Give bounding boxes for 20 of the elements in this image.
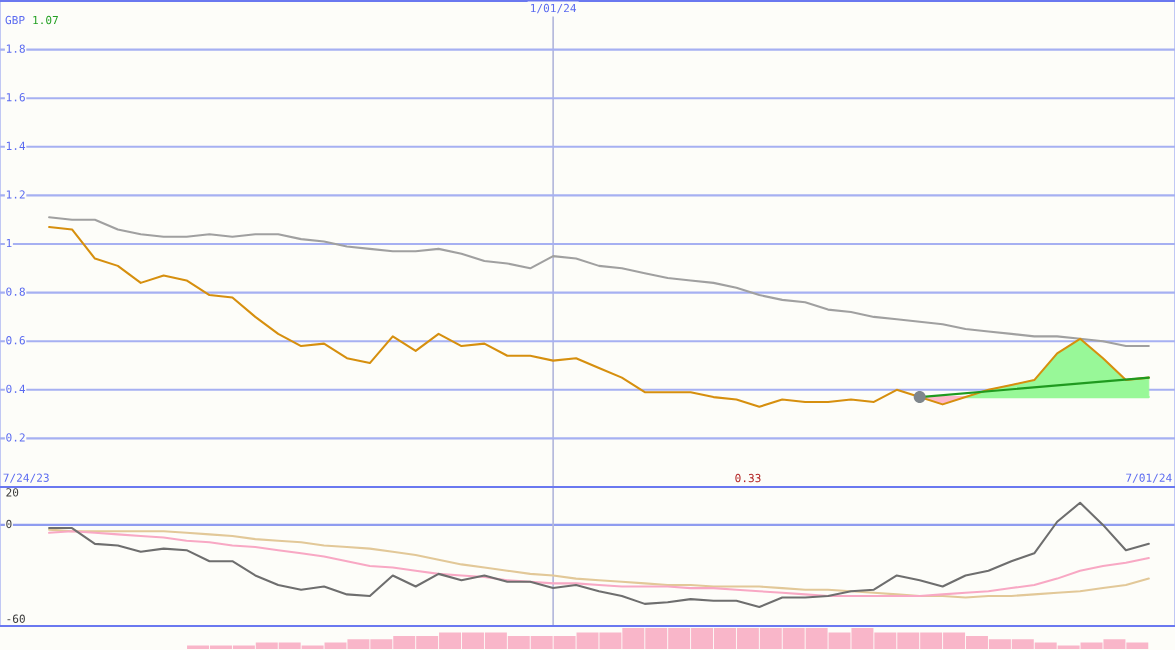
y-tick-label: 1.6	[6, 93, 25, 102]
annotation: 1.07	[33, 15, 58, 25]
ref-line-label: 1/01/24	[531, 3, 577, 14]
y-tick-label: 1	[6, 238, 12, 248]
x-tick-label: 7/01/24	[1126, 473, 1172, 483]
y-tick-label: 1.2	[6, 190, 25, 199]
y-tick-label: -60	[7, 614, 25, 623]
annotation: 0.33	[735, 473, 761, 483]
x-tick-label: 7/24/23	[3, 473, 49, 483]
y-tick-label: 0.2	[6, 433, 25, 442]
y-tick-label: 1.4	[6, 141, 26, 150]
y-tick-label: 0	[6, 519, 12, 529]
y-tick-label: 0.4	[6, 384, 26, 394]
line-series	[48, 216, 1150, 348]
y-tick-label: 1.8	[6, 44, 25, 53]
y-tick-label: 0.6	[6, 336, 25, 345]
y-tick-label: 20	[6, 488, 19, 497]
y-tick-label: 0.8	[6, 287, 25, 296]
line-series	[48, 501, 1150, 609]
y-axis-title: GBP	[5, 15, 25, 25]
